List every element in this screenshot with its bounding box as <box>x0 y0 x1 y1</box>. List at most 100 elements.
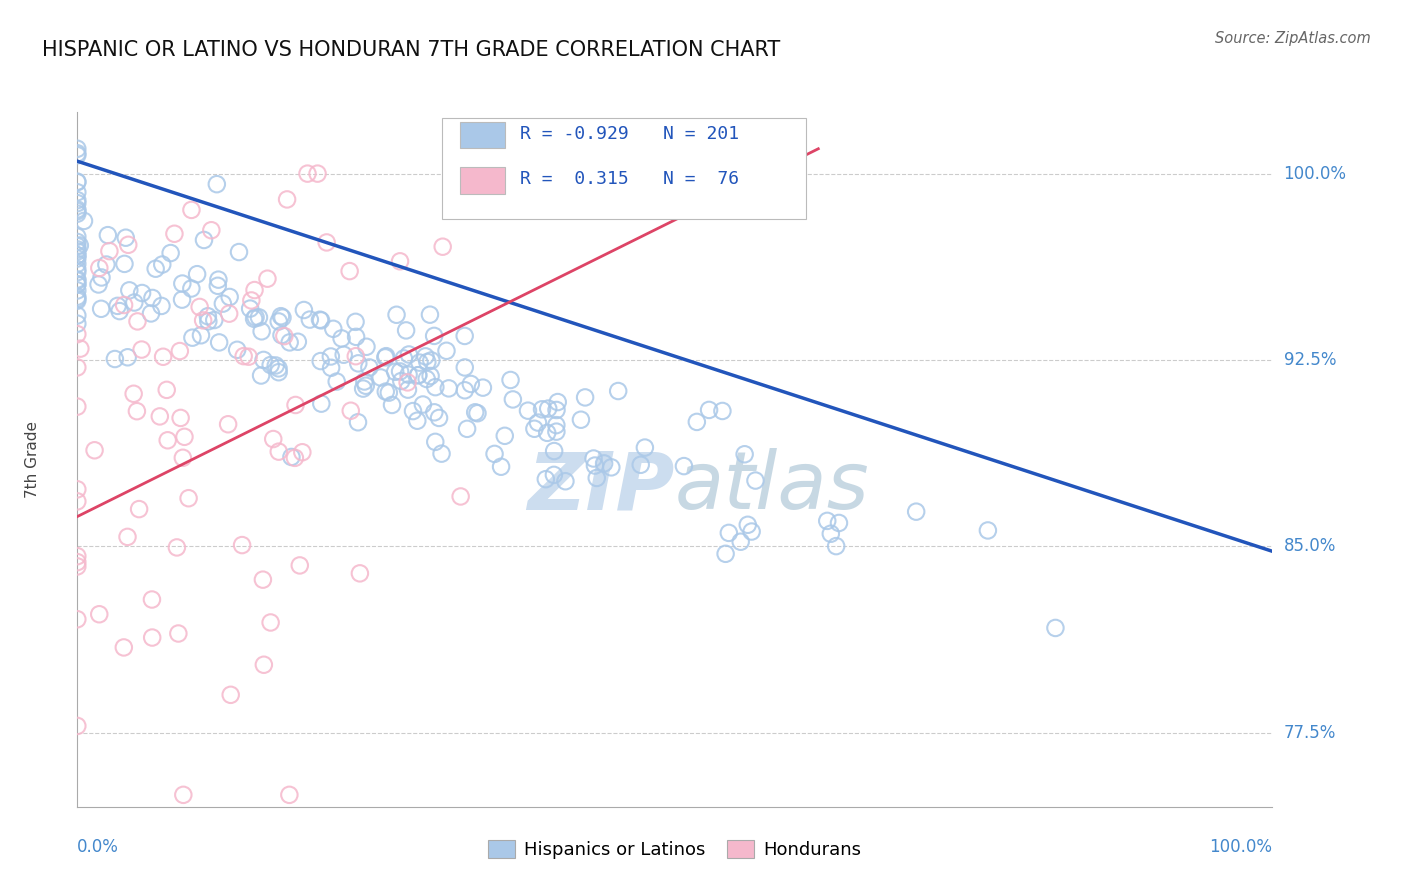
Text: R = -0.929: R = -0.929 <box>520 125 628 143</box>
Point <box>107 299 129 313</box>
Point <box>270 309 292 323</box>
Point <box>180 281 202 295</box>
Point <box>177 491 200 506</box>
Point <box>180 202 202 217</box>
Point <box>415 349 437 363</box>
Point <box>149 409 172 424</box>
Point <box>273 329 295 343</box>
Point <box>260 358 283 372</box>
Point <box>600 460 623 475</box>
Point <box>467 406 489 420</box>
Point <box>193 233 215 247</box>
Point <box>205 177 228 191</box>
Point <box>190 328 212 343</box>
Point <box>118 283 141 297</box>
Point <box>66 202 89 217</box>
Point <box>172 788 194 802</box>
Point <box>536 425 558 440</box>
Point <box>554 475 576 489</box>
Point <box>412 397 434 411</box>
Point <box>454 360 477 375</box>
Point <box>172 450 194 465</box>
Point <box>114 257 136 271</box>
Point <box>202 313 225 327</box>
Text: ZIP: ZIP <box>527 448 675 526</box>
Point <box>169 411 191 425</box>
Point <box>218 307 240 321</box>
Text: 100.0%: 100.0% <box>1209 838 1272 855</box>
Point <box>131 285 153 300</box>
Point <box>139 306 162 320</box>
Point <box>252 573 274 587</box>
Point <box>66 262 89 277</box>
Point <box>252 352 274 367</box>
Point <box>389 254 412 268</box>
Point <box>717 525 740 540</box>
Point <box>207 278 229 293</box>
Point <box>630 458 652 472</box>
Point <box>66 257 89 271</box>
Point <box>349 566 371 581</box>
Point <box>353 375 375 389</box>
Point <box>66 719 89 733</box>
Point <box>98 244 121 259</box>
Point <box>253 657 276 672</box>
Point <box>339 403 361 417</box>
Point <box>527 416 550 430</box>
Point <box>370 370 392 384</box>
Point <box>419 368 441 383</box>
Point <box>427 411 450 425</box>
Point <box>330 331 353 345</box>
Point <box>425 434 447 449</box>
Point <box>425 380 447 394</box>
Text: R =  0.315: R = 0.315 <box>520 170 628 188</box>
Point <box>66 265 89 279</box>
Point <box>66 612 89 626</box>
Point <box>464 405 486 419</box>
Point <box>278 335 301 350</box>
Point <box>181 331 204 345</box>
Point <box>309 313 332 327</box>
Point <box>66 142 89 156</box>
Point <box>66 252 89 266</box>
Point <box>66 483 89 497</box>
Point <box>423 405 446 419</box>
Point <box>167 626 190 640</box>
Point <box>66 248 89 262</box>
Point <box>83 443 105 458</box>
Point <box>267 314 290 328</box>
Legend: Hispanics or Latinos, Hondurans: Hispanics or Latinos, Hondurans <box>482 834 868 864</box>
Point <box>517 403 540 417</box>
Point <box>238 350 260 364</box>
Point <box>815 514 838 528</box>
Point <box>311 397 333 411</box>
Point <box>200 223 222 237</box>
Point <box>141 631 163 645</box>
Point <box>69 238 91 252</box>
Point <box>284 450 307 465</box>
Point <box>672 459 695 474</box>
Point <box>420 353 443 368</box>
Point <box>828 516 851 530</box>
Point <box>381 398 404 412</box>
Point <box>108 304 131 318</box>
Point <box>825 539 848 553</box>
Point <box>499 373 522 387</box>
Point <box>307 167 329 181</box>
Point <box>159 246 181 260</box>
Point <box>218 290 240 304</box>
Point <box>219 688 242 702</box>
Point <box>128 502 150 516</box>
Point <box>245 310 267 325</box>
Point <box>494 429 516 443</box>
Point <box>292 303 315 318</box>
Point <box>114 230 136 244</box>
Point <box>66 400 89 414</box>
Point <box>534 472 557 486</box>
Point <box>569 413 592 427</box>
Point <box>344 349 367 363</box>
Point <box>484 447 506 461</box>
Point <box>546 418 568 433</box>
Point <box>543 467 565 482</box>
Point <box>240 293 263 308</box>
